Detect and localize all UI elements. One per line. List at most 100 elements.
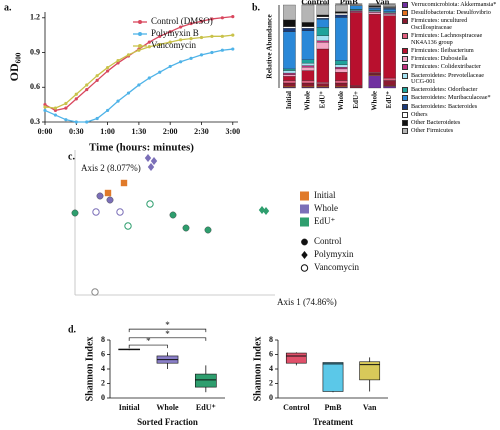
legend-swatch — [402, 111, 408, 118]
bar-segment — [335, 17, 348, 61]
bar-segment — [283, 82, 296, 87]
legend-label: Control — [314, 236, 342, 246]
box — [285, 352, 307, 364]
bar-segment — [316, 35, 330, 41]
data-point — [85, 120, 89, 124]
data-point — [96, 192, 104, 200]
bar-segment — [316, 14, 330, 17]
data-point — [231, 15, 235, 19]
data-point — [168, 40, 172, 44]
x-tick-label: Van — [363, 403, 377, 412]
legend-swatch — [402, 120, 408, 127]
data-point — [126, 53, 131, 57]
data-point — [204, 226, 212, 234]
data-point — [116, 208, 124, 216]
data-point — [147, 76, 151, 80]
bar-segment — [368, 75, 381, 89]
bar-segment — [301, 62, 315, 66]
x-tick-label: EdU+ — [352, 91, 360, 109]
y-tick-label: 0 — [269, 393, 273, 402]
x-axis-title: Treatment — [313, 417, 353, 427]
bar-segment — [349, 12, 363, 86]
data-point — [158, 70, 162, 74]
legend-label: Others — [411, 110, 428, 118]
legend-entry: Firmicutes: Lachnospiraceae NK4A136 grou… — [402, 32, 499, 46]
bar-segment — [349, 86, 363, 89]
legend-swatch — [402, 95, 408, 102]
bar-segment — [335, 13, 348, 16]
y-tick-label: 0.6 — [30, 82, 40, 91]
data-point — [150, 157, 158, 165]
x-tick-label: 3:00 — [225, 127, 240, 136]
bar-segment — [301, 26, 315, 29]
panel-label: d. — [68, 324, 77, 335]
bar-segment — [283, 72, 296, 75]
legend-entry: Desulfobacterota: Desulfovibrio — [402, 10, 499, 17]
legend-label: Desulfobacterota: Desulfovibrio — [411, 9, 491, 17]
data-point — [116, 59, 120, 63]
bar-segment — [383, 80, 396, 86]
bar-segment — [368, 72, 381, 75]
x-axis-title: Axis 1 (74.86%) — [277, 297, 337, 307]
data-point — [104, 189, 112, 197]
box — [322, 362, 344, 392]
data-point — [64, 106, 68, 110]
bar-segment — [368, 8, 381, 11]
data-point — [147, 45, 151, 49]
data-point — [210, 50, 214, 55]
data-point — [137, 48, 141, 52]
legend-swatch — [402, 64, 408, 71]
legend-entry: Bacteroidetes: Prevotellaceae UCG-001 — [402, 72, 499, 86]
legend: Verrucomicrobiota: Akkermansia* Desulfoba… — [402, 1, 499, 136]
y-tick-label: 8 — [269, 335, 273, 344]
x-tick-label: Whole — [337, 91, 345, 110]
bar-segment — [349, 4, 363, 6]
data-point — [179, 25, 183, 29]
data-point — [91, 288, 99, 296]
x-axis-title: Time (hours: minutes) — [89, 142, 194, 154]
x-tick-label: Whole — [156, 403, 179, 412]
data-point — [95, 74, 99, 78]
x-axis-title: Sorted Fraction — [137, 417, 198, 427]
legend-label: Polymyxin — [314, 249, 354, 259]
data-point — [74, 92, 78, 96]
panel-label: c. — [68, 151, 75, 162]
data-point — [95, 78, 99, 82]
y-axis-title: OD₆₀₀ — [7, 52, 21, 81]
legend-entry: Bacteroidetes: Bacteroides — [402, 103, 499, 111]
bar-segment — [283, 28, 296, 32]
legend-swatch — [300, 191, 309, 201]
legend-label: Vancomycin — [314, 262, 359, 272]
legend-swatch — [402, 2, 408, 8]
legend-entry: Other Bacteroidetes — [402, 119, 499, 127]
group-label: Control — [301, 0, 330, 7]
bar-segment — [301, 28, 315, 31]
data-point — [220, 34, 224, 38]
y-tick-label: 4 — [101, 364, 105, 373]
data-point — [124, 222, 132, 230]
x-tick-label: 1:30 — [132, 127, 147, 136]
bar-segment — [301, 82, 315, 87]
legend-label: Verrucomicrobiota: Akkermansia* — [411, 1, 497, 8]
legend-label: Bacteroidetes: Muribaculaceae* — [411, 94, 491, 102]
bar-segment — [335, 11, 348, 14]
x-tick-label: 2:30 — [194, 127, 209, 136]
data-point — [220, 48, 224, 52]
data-point — [182, 224, 190, 232]
legend-label: Other Firmicutes — [411, 127, 454, 135]
significance-bracket — [128, 328, 207, 333]
bar-segment — [368, 4, 381, 6]
box — [194, 373, 217, 388]
x-tick-label: 2:00 — [163, 127, 178, 136]
bar-segment — [368, 13, 381, 73]
bar-segment — [283, 19, 296, 27]
bar-segment — [316, 48, 330, 83]
bar-segment — [283, 70, 296, 74]
data-point — [147, 40, 151, 44]
bar-segment — [283, 31, 296, 70]
y-tick-label: 0.3 — [30, 117, 40, 126]
bar-segment — [316, 18, 330, 28]
bar-segment — [368, 12, 381, 15]
y-tick-label: 0 — [101, 393, 105, 402]
y-tick-label: 8 — [101, 335, 105, 344]
